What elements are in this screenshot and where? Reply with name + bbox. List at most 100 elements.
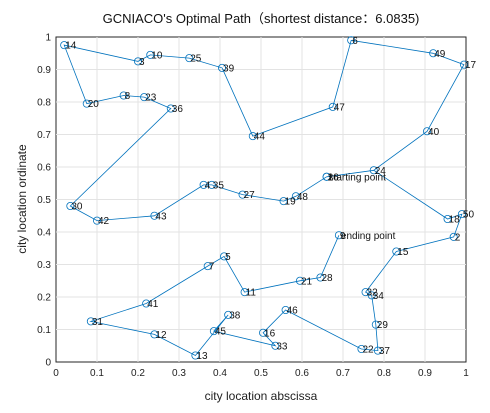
city-point-21 [295, 276, 304, 285]
city-point-26 [322, 172, 331, 181]
city-label-3: 3 [139, 57, 145, 68]
city-label-24: 24 [375, 166, 387, 177]
route-line-segment [89, 169, 463, 357]
annotation-label: ending point [341, 231, 396, 242]
city-label-39: 39 [223, 63, 235, 74]
city-point-20 [82, 99, 91, 108]
y-tick-label: 0.9 [37, 65, 51, 76]
x-tick-label: 0.2 [131, 368, 145, 379]
city-label-31: 31 [92, 317, 104, 328]
chart-title: GCNIACO's Optimal Path（shortest distance… [103, 11, 420, 26]
route-line-segment [63, 39, 465, 222]
x-axis-label: city location abscissa [205, 389, 318, 403]
city-point-12 [150, 330, 159, 339]
city-point-32 [361, 288, 370, 297]
y-tick-label: 0.7 [37, 130, 51, 141]
city-label-44: 44 [254, 132, 266, 143]
annotation-label: starting point [329, 172, 386, 183]
city-label-11: 11 [246, 288, 257, 299]
city-point-15 [392, 247, 401, 256]
city-point-10 [146, 50, 155, 59]
city-point-5 [220, 252, 229, 261]
city-label-29: 29 [377, 320, 389, 331]
x-tick-label: 0.3 [172, 368, 186, 379]
y-axis-label: city location ordinate [15, 144, 29, 254]
y-tick-label: 1 [45, 33, 51, 44]
city-label-4: 4 [205, 180, 211, 191]
city-label-13: 13 [196, 351, 208, 362]
city-label-20: 20 [88, 99, 100, 110]
city-label-45: 45 [215, 327, 227, 338]
city-points [60, 36, 468, 360]
city-point-23 [140, 93, 149, 102]
city-label-17: 17 [465, 60, 477, 71]
city-label-46: 46 [287, 306, 299, 317]
city-label-35: 35 [213, 180, 225, 191]
city-point-41 [142, 299, 151, 308]
city-point-2 [449, 232, 458, 241]
city-label-47: 47 [334, 102, 346, 113]
city-point-28 [316, 273, 325, 282]
x-tick-label: 1 [463, 368, 469, 379]
city-point-7 [203, 262, 212, 271]
city-point-40 [423, 127, 432, 136]
route-path [63, 39, 465, 357]
city-point-30 [66, 201, 75, 210]
city-point-17 [459, 60, 468, 69]
city-point-35 [207, 180, 216, 189]
city-label-41: 41 [147, 299, 159, 310]
city-point-16 [259, 328, 268, 337]
city-label-37: 37 [379, 346, 391, 357]
city-label-48: 48 [297, 192, 309, 203]
city-point-24 [369, 166, 378, 175]
x-tick-label: 0.5 [254, 368, 268, 379]
city-label-50: 50 [463, 210, 475, 221]
y-tick-label: 0.4 [37, 228, 51, 239]
city-point-18 [443, 214, 452, 223]
y-tick-label: 0.2 [37, 293, 51, 304]
city-point-25 [185, 54, 194, 63]
city-point-46 [281, 305, 290, 314]
y-tick-label: 0.6 [37, 163, 51, 174]
city-point-39 [218, 63, 227, 72]
y-tick-label: 0.8 [37, 98, 51, 109]
city-label-7: 7 [209, 262, 215, 273]
city-labels: 1234567891011121314151617181920212223242… [65, 36, 476, 362]
x-tick-label: 0.9 [418, 368, 432, 379]
city-point-43 [150, 211, 159, 220]
city-point-22 [357, 344, 366, 353]
city-label-6: 6 [352, 36, 358, 47]
y-tick-label: 0.5 [37, 195, 51, 206]
city-label-14: 14 [65, 41, 77, 52]
x-tick-label: 0.8 [377, 368, 391, 379]
y-tick-label: 0 [45, 358, 51, 369]
city-label-1: 1 [328, 172, 334, 183]
city-label-8: 8 [125, 91, 131, 102]
city-point-42 [93, 216, 102, 225]
city-label-49: 49 [434, 49, 446, 60]
city-label-42: 42 [98, 216, 110, 227]
city-label-22: 22 [362, 345, 374, 356]
city-label-34: 34 [373, 291, 385, 302]
city-point-29 [371, 320, 380, 329]
y-tick-label: 0.3 [37, 260, 51, 271]
city-label-19: 19 [285, 197, 297, 208]
city-label-25: 25 [190, 54, 202, 65]
y-tick-label: 0.1 [37, 325, 51, 336]
city-point-31 [86, 317, 95, 326]
annotations: starting point ending point [329, 172, 396, 242]
city-point-4 [199, 180, 208, 189]
city-label-12: 12 [155, 330, 167, 341]
city-point-27 [238, 190, 247, 199]
city-point-3 [133, 57, 142, 66]
city-label-5: 5 [225, 252, 231, 263]
city-label-26: 26 [328, 172, 340, 183]
city-point-6 [347, 36, 356, 45]
x-tick-label: 0.6 [295, 368, 309, 379]
city-label-38: 38 [229, 310, 241, 321]
city-point-13 [191, 351, 200, 360]
city-label-16: 16 [264, 328, 276, 339]
city-label-30: 30 [71, 202, 83, 213]
city-point-11 [240, 288, 249, 297]
city-label-2: 2 [455, 232, 461, 243]
